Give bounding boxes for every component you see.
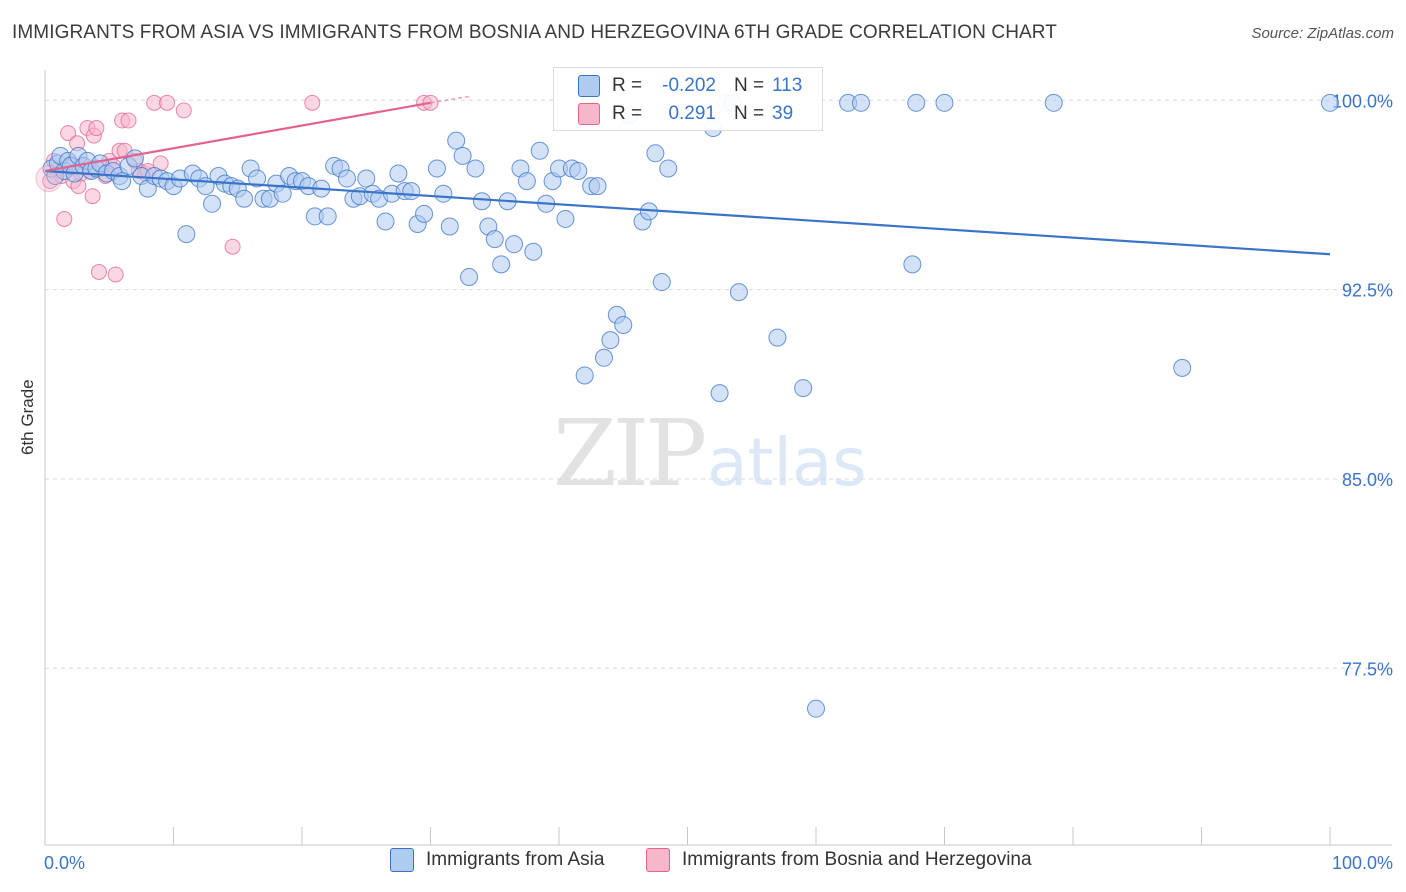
asia-point bbox=[485, 230, 504, 249]
stats-r-label: R = bbox=[612, 75, 643, 96]
asia-point bbox=[427, 159, 446, 178]
asia-point bbox=[318, 207, 337, 226]
asia-point bbox=[389, 164, 408, 183]
stats-r-value: -0.202 bbox=[662, 75, 716, 96]
asia-point bbox=[203, 194, 222, 213]
bosnia-point bbox=[107, 266, 124, 283]
asia-point bbox=[505, 235, 524, 254]
bosnia-point bbox=[304, 94, 321, 111]
x-tick-label: 100.0% bbox=[1332, 853, 1393, 873]
asia-point bbox=[524, 242, 543, 261]
asia-point bbox=[575, 366, 594, 385]
asia-point bbox=[517, 172, 536, 191]
asia-point bbox=[1321, 93, 1339, 112]
asia-point bbox=[1044, 93, 1063, 112]
asia-point bbox=[376, 212, 395, 231]
y-tick-label: 92.5% bbox=[1342, 281, 1393, 301]
asia-point bbox=[177, 225, 196, 244]
asia-point bbox=[588, 177, 607, 196]
asia-point bbox=[935, 93, 954, 112]
asia-point bbox=[601, 331, 620, 350]
legend-swatch-asia bbox=[390, 848, 414, 872]
bosnia-point bbox=[56, 210, 73, 227]
asia-point bbox=[729, 283, 748, 302]
asia-point bbox=[472, 192, 491, 211]
asia-point bbox=[807, 699, 825, 718]
bosnia-point bbox=[60, 125, 77, 142]
asia-point bbox=[248, 169, 267, 188]
asia-point bbox=[907, 93, 926, 112]
watermark-atlas: atlas bbox=[707, 424, 867, 501]
bosnia-point bbox=[90, 263, 107, 280]
bosnia-point bbox=[224, 238, 241, 255]
x-tick-label: 0.0% bbox=[44, 853, 85, 873]
legend-item-bosnia[interactable]: Immigrants from Bosnia and Herzegovina bbox=[646, 848, 1032, 872]
stats-n-value: 113 bbox=[772, 75, 803, 96]
stats-swatch-bosnia bbox=[578, 103, 600, 125]
stats-n-label: N = bbox=[734, 75, 765, 96]
y-tick-label: 85.0% bbox=[1342, 470, 1393, 490]
legend-item-asia[interactable]: Immigrants from Asia bbox=[390, 848, 604, 872]
stats-r-value: 0.291 bbox=[668, 103, 716, 124]
y-tick-label: 77.5% bbox=[1342, 659, 1393, 679]
bosnia-point bbox=[120, 112, 137, 129]
stats-box: R = -0.202 N = 113 R = 0.291 N = 39 bbox=[553, 67, 823, 131]
legend-label-bosnia: Immigrants from Bosnia and Herzegovina bbox=[682, 849, 1032, 870]
asia-point bbox=[453, 146, 472, 165]
bosnia-point bbox=[159, 94, 176, 111]
asia-point bbox=[556, 209, 575, 228]
stats-n-value: 39 bbox=[772, 103, 794, 124]
stats-n-label: N = bbox=[734, 103, 765, 124]
asia-point bbox=[652, 273, 671, 292]
stats-swatch-asia bbox=[578, 75, 600, 97]
asia-point bbox=[903, 255, 922, 274]
asia-point bbox=[434, 184, 453, 203]
stats-r-label: R = bbox=[612, 103, 643, 124]
asia-point bbox=[614, 315, 633, 334]
asia-point bbox=[646, 144, 665, 163]
asia-point bbox=[1173, 358, 1192, 377]
asia-point bbox=[460, 268, 479, 287]
asia-point bbox=[447, 131, 466, 150]
asia-point bbox=[659, 159, 678, 178]
asia-point bbox=[530, 141, 549, 160]
asia-point bbox=[492, 255, 511, 274]
bosnia-point bbox=[88, 120, 105, 137]
asia-point bbox=[768, 328, 787, 347]
legend-swatch-bosnia bbox=[646, 848, 670, 872]
asia-point bbox=[594, 348, 613, 367]
stats-row-bosnia: R = 0.291 N = 39 bbox=[578, 101, 793, 127]
asia-point bbox=[440, 217, 459, 236]
watermark: ZIPatlas bbox=[553, 400, 867, 507]
asia-point bbox=[710, 384, 729, 403]
asia-point bbox=[273, 184, 292, 203]
bosnia-point bbox=[84, 188, 101, 205]
y-tick-label: 100.0% bbox=[1332, 91, 1393, 111]
asia-point bbox=[402, 182, 421, 201]
asia-point bbox=[569, 161, 588, 180]
asia-point bbox=[235, 189, 254, 208]
bosnia-point bbox=[175, 102, 192, 119]
asia-trendline bbox=[44, 169, 1331, 256]
stats-row-asia: R = -0.202 N = 113 bbox=[578, 73, 802, 99]
asia-point bbox=[337, 169, 356, 188]
source-label: Source: ZipAtlas.com bbox=[1251, 25, 1394, 42]
bosnia-trendline bbox=[44, 101, 431, 173]
asia-point bbox=[125, 149, 144, 168]
asia-point bbox=[415, 204, 434, 223]
asia-point bbox=[466, 159, 485, 178]
asia-point bbox=[794, 379, 813, 398]
chart-legend: Immigrants from Asia Immigrants from Bos… bbox=[0, 848, 1406, 882]
chart-title: IMMIGRANTS FROM ASIA VS IMMIGRANTS FROM … bbox=[12, 22, 1057, 43]
asia-point bbox=[357, 169, 376, 188]
asia-point bbox=[851, 93, 870, 112]
watermark-zip: ZIP bbox=[553, 400, 707, 507]
legend-label-asia: Immigrants from Asia bbox=[426, 849, 605, 870]
